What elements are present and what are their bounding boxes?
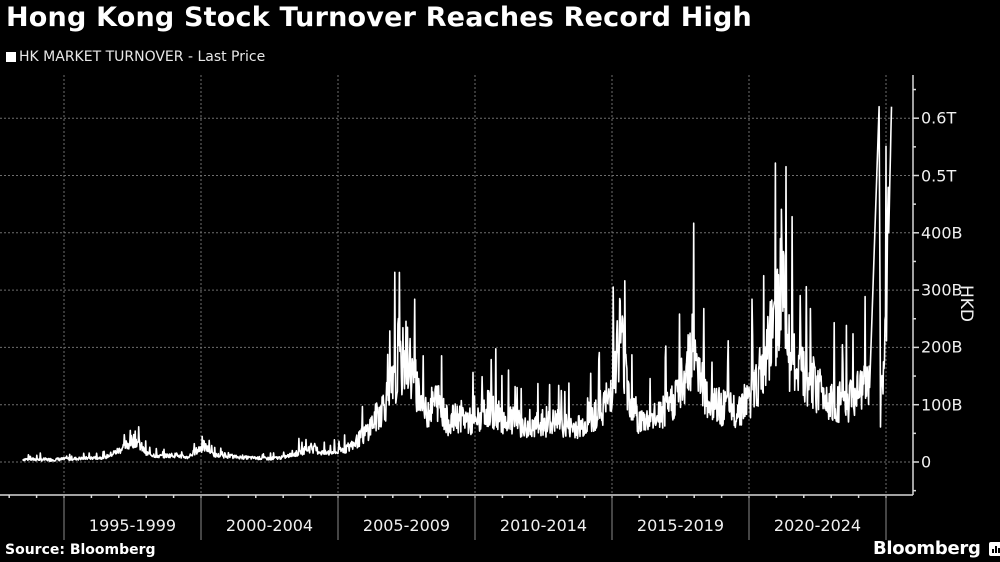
legend-swatch-icon bbox=[6, 52, 16, 62]
legend: HK MARKET TURNOVER - Last Price bbox=[6, 49, 265, 65]
x-period-label: 1995-1999 bbox=[88, 516, 177, 535]
x-period-label: 2020-2024 bbox=[773, 516, 862, 535]
source-note: Source: Bloomberg bbox=[5, 542, 156, 558]
y-tick-label: 0.5T bbox=[921, 166, 957, 185]
legend-label: HK MARKET TURNOVER - Last Price bbox=[19, 49, 266, 65]
turnover-series-line bbox=[22, 105, 893, 462]
y-tick-label: 0 bbox=[921, 452, 932, 472]
x-axis-separators bbox=[63, 495, 887, 540]
x-period-label: 2015-2019 bbox=[636, 516, 725, 535]
brand-name: Bloomberg bbox=[873, 538, 981, 559]
bloomberg-chart-logo-icon bbox=[988, 541, 1000, 556]
bloomberg-brand: Bloomberg bbox=[873, 538, 1000, 559]
x-period-label: 2010-2014 bbox=[499, 516, 588, 535]
gridlines bbox=[0, 75, 913, 495]
chart-title: Hong Kong Stock Turnover Reaches Record … bbox=[6, 2, 752, 33]
x-period-label: 2000-2004 bbox=[225, 516, 314, 535]
x-period-label: 2005-2009 bbox=[362, 516, 451, 535]
y-tick-label: 200B bbox=[921, 337, 963, 357]
y-tick-label: 300B bbox=[921, 280, 963, 300]
y-axis-title: HKD bbox=[956, 285, 976, 323]
y-tick-label: 0.6T bbox=[921, 108, 957, 128]
y-tick-label: 400B bbox=[921, 223, 963, 243]
y-tick-label: 100B bbox=[921, 395, 963, 415]
